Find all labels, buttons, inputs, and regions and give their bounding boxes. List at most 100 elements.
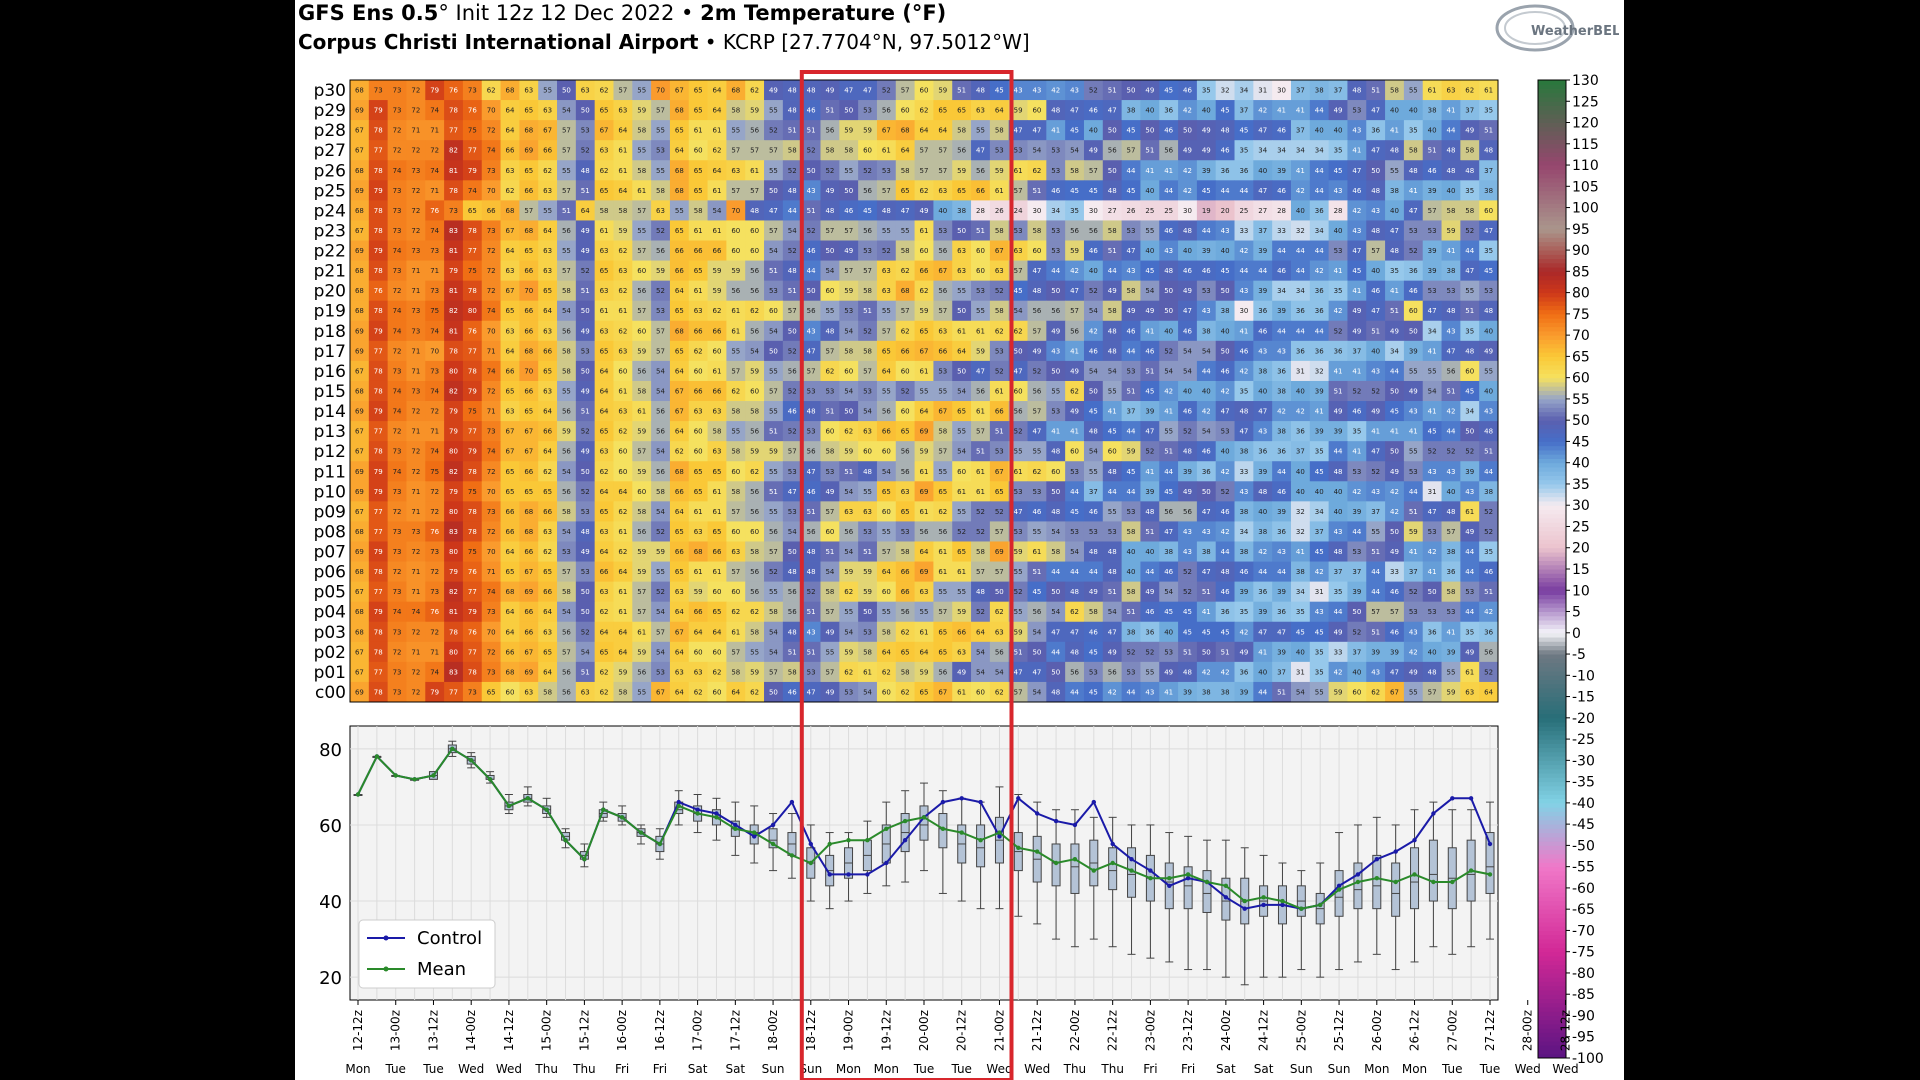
colorbar-tick-label: 0 — [1572, 626, 1581, 642]
heatmap-value: 54 — [1070, 548, 1079, 556]
heatmap-value: 49 — [920, 207, 929, 215]
heatmap-value: 68 — [901, 287, 910, 295]
heatmap-value: 56 — [788, 367, 797, 375]
heatmap-value: 54 — [1183, 347, 1192, 355]
heatmap-value: 78 — [374, 388, 383, 396]
colorbar-band — [1538, 335, 1566, 340]
heatmap-value: 60 — [618, 367, 627, 375]
member-label-p03: p03 — [314, 623, 346, 643]
heatmap-value: 67 — [355, 367, 364, 375]
heatmap-cell — [1347, 180, 1367, 201]
heatmap-value: 58 — [901, 548, 910, 556]
heatmap-value: 68 — [731, 87, 740, 95]
colorbar-band — [1538, 777, 1566, 783]
heatmap-value: 65 — [694, 167, 703, 175]
heatmap-cell — [688, 220, 708, 241]
heatmap-value: 55 — [957, 287, 966, 295]
heatmap-value: 67 — [506, 448, 515, 456]
colorbar-tick-label: 5 — [1572, 605, 1581, 621]
heatmap-value: 68 — [524, 127, 533, 135]
heatmap-cell — [669, 140, 690, 161]
heatmap-value: 66 — [957, 628, 966, 636]
heatmap-value: 74 — [393, 468, 402, 476]
station-info: • KCRP [27.7704°N, 97.5012°W] — [698, 30, 1030, 54]
heatmap-value: 73 — [393, 628, 402, 636]
heatmap-value: 60 — [1108, 448, 1117, 456]
heatmap-value: 67 — [1390, 688, 1399, 696]
heatmap-value: 65 — [675, 307, 684, 315]
heatmap-value: 63 — [844, 508, 853, 516]
series-point-control — [1223, 895, 1229, 900]
heatmap-cell — [1196, 100, 1217, 121]
member-label-p08: p08 — [314, 522, 346, 542]
heatmap-cell — [368, 260, 389, 282]
heatmap-value: 53 — [1409, 468, 1418, 476]
heatmap-value: 59 — [863, 588, 872, 596]
colorbar-band — [1538, 245, 1566, 251]
colorbar-tick-label: 130 — [1572, 73, 1599, 89]
heatmap-value: 52 — [807, 588, 816, 596]
heatmap-cell — [801, 160, 821, 181]
colorbar-band — [1538, 352, 1566, 357]
colorbar-band — [1538, 101, 1566, 107]
heatmap-value: 41 — [1352, 448, 1361, 456]
colorbar-band — [1538, 109, 1566, 115]
heatmap-value: 52 — [788, 428, 797, 436]
heatmap-value: 61 — [957, 688, 966, 696]
heatmap-value: 68 — [901, 127, 910, 135]
heatmap-value: 44 — [1409, 488, 1418, 496]
heatmap-value: 48 — [1428, 668, 1437, 676]
heatmap-cell — [764, 200, 784, 221]
heatmap-value: 45 — [1089, 688, 1098, 696]
heatmap-value: 37 — [1334, 87, 1343, 95]
y-tick-label: 80 — [319, 740, 342, 761]
heatmap-value: 54 — [1032, 147, 1041, 155]
series-point-mean — [450, 746, 455, 751]
colorbar-band — [1538, 522, 1566, 527]
colorbar-tick-label: -80 — [1572, 966, 1595, 982]
heatmap-cell — [651, 220, 671, 241]
heatmap-value: 51 — [1465, 307, 1474, 315]
heatmap-value: 45 — [1070, 187, 1079, 195]
heatmap-cell — [1027, 240, 1047, 261]
colorbar-band — [1538, 726, 1566, 732]
colorbar-band — [1538, 683, 1566, 689]
colorbar-band — [1538, 968, 1566, 974]
heatmap-value: 61 — [920, 468, 929, 476]
heatmap-value: 65 — [600, 648, 609, 656]
heatmap-value: 41 — [1145, 167, 1154, 175]
heatmap-value: 51 — [976, 227, 985, 235]
heatmap-value: 71 — [411, 347, 420, 355]
colorbar-tick-label: -30 — [1572, 753, 1595, 769]
heatmap-value: 62 — [901, 628, 910, 636]
heatmap-cell — [1065, 120, 1085, 141]
heatmap-value: 58 — [901, 247, 910, 255]
heatmap-value: 48 — [1108, 568, 1117, 576]
heatmap-cell — [914, 180, 934, 201]
heatmap-value: 53 — [1127, 668, 1136, 676]
heatmap-value: 60 — [825, 428, 834, 436]
heatmap-value: 40 — [1296, 388, 1305, 396]
heatmap-value: 54 — [656, 648, 665, 656]
heatmap-value: 74 — [393, 307, 402, 315]
heatmap-value: 49 — [1032, 347, 1041, 355]
heatmap-cell — [406, 200, 426, 221]
heatmap-value: 76 — [468, 327, 477, 335]
heatmap-value: 39 — [1446, 648, 1455, 656]
heatmap-value: 72 — [411, 468, 420, 476]
heatmap-cell — [1272, 220, 1292, 241]
heatmap-cell — [651, 240, 671, 261]
heatmap-value: 56 — [656, 247, 665, 255]
heatmap-value: 59 — [1070, 247, 1079, 255]
heatmap-value: 57 — [1127, 147, 1136, 155]
heatmap-value: 74 — [393, 167, 402, 175]
heatmap-cell — [1234, 80, 1254, 101]
heatmap-value: 53 — [882, 167, 891, 175]
heatmap-value: 46 — [1277, 127, 1286, 135]
heatmap-value: 48 — [1390, 147, 1399, 155]
heatmap-value: 66 — [524, 307, 533, 315]
heatmap-value: 56 — [1032, 608, 1041, 616]
heatmap-value: 78 — [374, 267, 383, 275]
heatmap-value: 55 — [1108, 508, 1117, 516]
heatmap-cell — [350, 120, 370, 141]
